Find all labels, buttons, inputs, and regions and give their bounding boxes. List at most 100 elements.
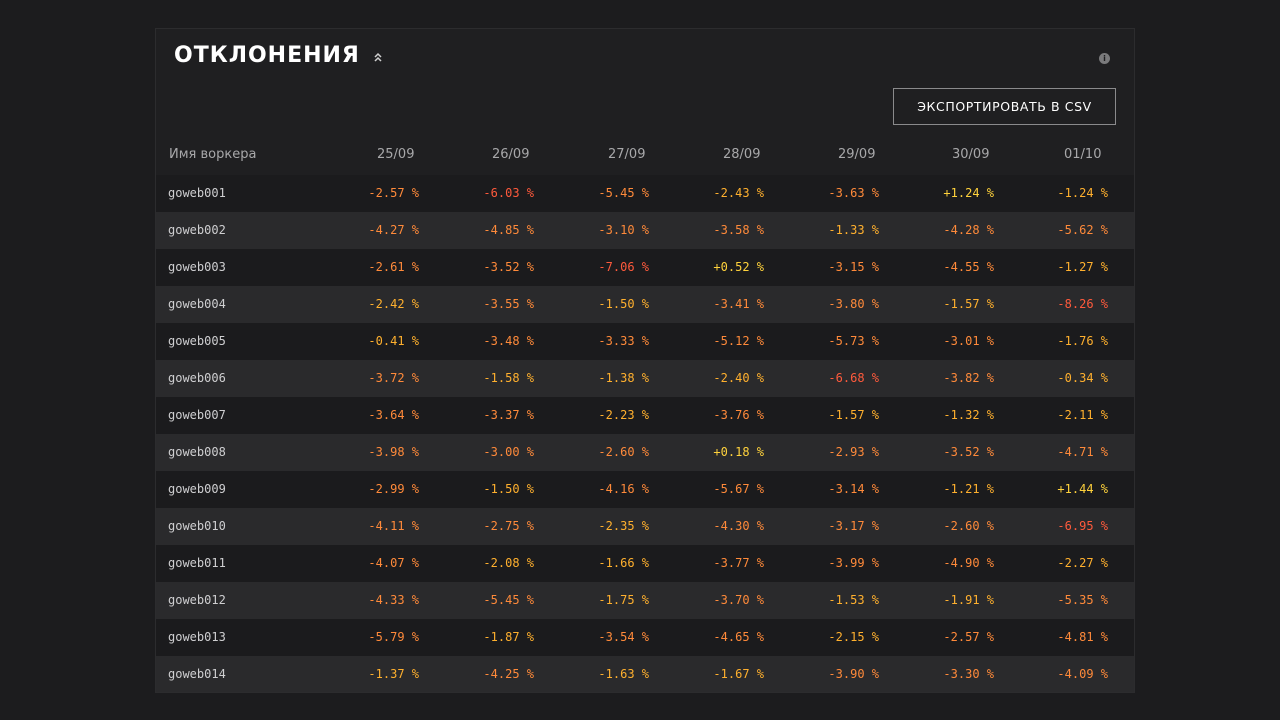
date-header-4: 28/09 [723,147,761,162]
worker-name: goweb014 [168,667,226,681]
deviations-panel: ОТКЛОНЕНИЯ i ЭКСПОРТИРОВАТЬ В CSV Имя во… [155,28,1135,693]
deviation-value: -1.57 % [943,297,994,311]
deviation-value: -1.50 % [598,297,649,311]
deviation-value: -3.52 % [943,445,994,459]
deviation-value: -1.87 % [483,630,534,644]
deviation-value: -3.64 % [368,408,419,422]
table-header: Имя воркера 25/09 26/09 27/09 28/09 29/0… [156,137,1134,173]
deviation-value: -5.73 % [828,334,879,348]
deviation-value: -1.66 % [598,556,649,570]
deviation-value: -2.27 % [1057,556,1108,570]
deviation-value: -3.52 % [483,260,534,274]
table-body: goweb001 -2.57 % -6.03 % -5.45 % -2.43 % -3.6… [156,175,1134,692]
deviation-value: -5.67 % [713,482,764,496]
deviation-value: -4.85 % [483,223,534,237]
table-row: goweb002 -4.27 % -4.85 % -3.10 % -3.58 % -1.3… [156,212,1134,249]
deviation-value: -3.98 % [368,445,419,459]
deviation-value: -4.27 % [368,223,419,237]
deviation-value: -3.90 % [828,667,879,681]
deviation-value: -2.60 % [598,445,649,459]
deviation-value: -4.07 % [368,556,419,570]
deviation-value: -1.57 % [828,408,879,422]
deviation-value: -4.81 % [1057,630,1108,644]
deviation-value: -4.16 % [598,482,649,496]
deviation-value: -3.10 % [598,223,649,237]
deviation-value: -5.45 % [483,593,534,607]
deviation-value: -1.21 % [943,482,994,496]
export-csv-button[interactable]: ЭКСПОРТИРОВАТЬ В CSV [893,88,1116,125]
deviation-value: -5.79 % [368,630,419,644]
table-row: goweb008 -3.98 % -3.00 % -2.60 % +0.18 % -2.9… [156,434,1134,471]
deviation-value: -2.23 % [598,408,649,422]
worker-name: goweb008 [168,445,226,459]
deviation-value: -3.15 % [828,260,879,274]
deviation-value: -6.03 % [483,186,534,200]
deviation-value: +1.24 % [943,186,994,200]
table-row: goweb013 -5.79 % -1.87 % -3.54 % -4.65 % -2.1… [156,619,1134,656]
deviation-value: -3.54 % [598,630,649,644]
date-header-1: 25/09 [377,147,415,162]
table-row: goweb009 -2.99 % -1.50 % -4.16 % -5.67 % -3.1… [156,471,1134,508]
deviation-value: -5.35 % [1057,593,1108,607]
deviation-value: -2.35 % [598,519,649,533]
date-header-3: 27/09 [608,147,646,162]
worker-name: goweb007 [168,408,226,422]
worker-name: goweb003 [168,260,226,274]
table-row: goweb007 -3.64 % -3.37 % -2.23 % -3.76 % -1.5… [156,397,1134,434]
worker-name: goweb010 [168,519,226,533]
deviation-value: -1.53 % [828,593,879,607]
deviation-value: -4.90 % [943,556,994,570]
deviation-value: -2.99 % [368,482,419,496]
deviation-value: -2.57 % [368,186,419,200]
deviation-value: -3.33 % [598,334,649,348]
deviation-value: -3.82 % [943,371,994,385]
deviation-value: -4.33 % [368,593,419,607]
deviation-value: -1.50 % [483,482,534,496]
deviation-value: +1.44 % [1057,482,1108,496]
deviation-value: -4.28 % [943,223,994,237]
deviation-value: -2.57 % [943,630,994,644]
deviation-value: -3.77 % [713,556,764,570]
info-icon[interactable]: i [1099,53,1110,64]
table-row: goweb005 -0.41 % -3.48 % -3.33 % -5.12 % -5.7… [156,323,1134,360]
table-row: goweb004 -2.42 % -3.55 % -1.50 % -3.41 % -3.8… [156,286,1134,323]
worker-name: goweb002 [168,223,226,237]
deviation-value: -8.26 % [1057,297,1108,311]
deviation-value: -3.30 % [943,667,994,681]
worker-name: goweb012 [168,593,226,607]
table-row: goweb010 -4.11 % -2.75 % -2.35 % -4.30 % -3.1… [156,508,1134,545]
table-row: goweb006 -3.72 % -1.58 % -1.38 % -2.40 % -6.6… [156,360,1134,397]
deviation-value: -1.67 % [713,667,764,681]
deviation-value: -3.17 % [828,519,879,533]
deviation-value: -3.48 % [483,334,534,348]
deviation-value: -4.09 % [1057,667,1108,681]
deviation-value: -1.37 % [368,667,419,681]
deviation-value: -2.42 % [368,297,419,311]
deviation-value: -3.72 % [368,371,419,385]
table-row: goweb003 -2.61 % -3.52 % -7.06 % +0.52 % -3.1… [156,249,1134,286]
deviation-value: -2.93 % [828,445,879,459]
deviation-value: -3.70 % [713,593,764,607]
collapse-chevron-icon[interactable] [372,51,384,65]
panel-title: ОТКЛОНЕНИЯ [174,43,360,68]
table-row: goweb001 -2.57 % -6.03 % -5.45 % -2.43 % -3.6… [156,175,1134,212]
table-row: goweb014 -1.37 % -4.25 % -1.63 % -1.67 % -3.9… [156,656,1134,692]
deviation-value: -3.14 % [828,482,879,496]
deviation-value: -1.75 % [598,593,649,607]
date-header-5: 29/09 [838,147,876,162]
deviation-value: -1.32 % [943,408,994,422]
deviation-value: -2.15 % [828,630,879,644]
deviation-value: -0.41 % [368,334,419,348]
deviation-value: -2.75 % [483,519,534,533]
deviation-value: -6.68 % [828,371,879,385]
deviation-value: -4.30 % [713,519,764,533]
deviation-value: -2.61 % [368,260,419,274]
date-header-2: 26/09 [492,147,530,162]
table-row: goweb012 -4.33 % -5.45 % -1.75 % -3.70 % -1.5… [156,582,1134,619]
deviation-value: -5.62 % [1057,223,1108,237]
date-header-6: 30/09 [952,147,990,162]
deviation-value: -4.55 % [943,260,994,274]
deviation-value: -3.63 % [828,186,879,200]
deviation-value: -3.55 % [483,297,534,311]
deviation-value: -2.40 % [713,371,764,385]
